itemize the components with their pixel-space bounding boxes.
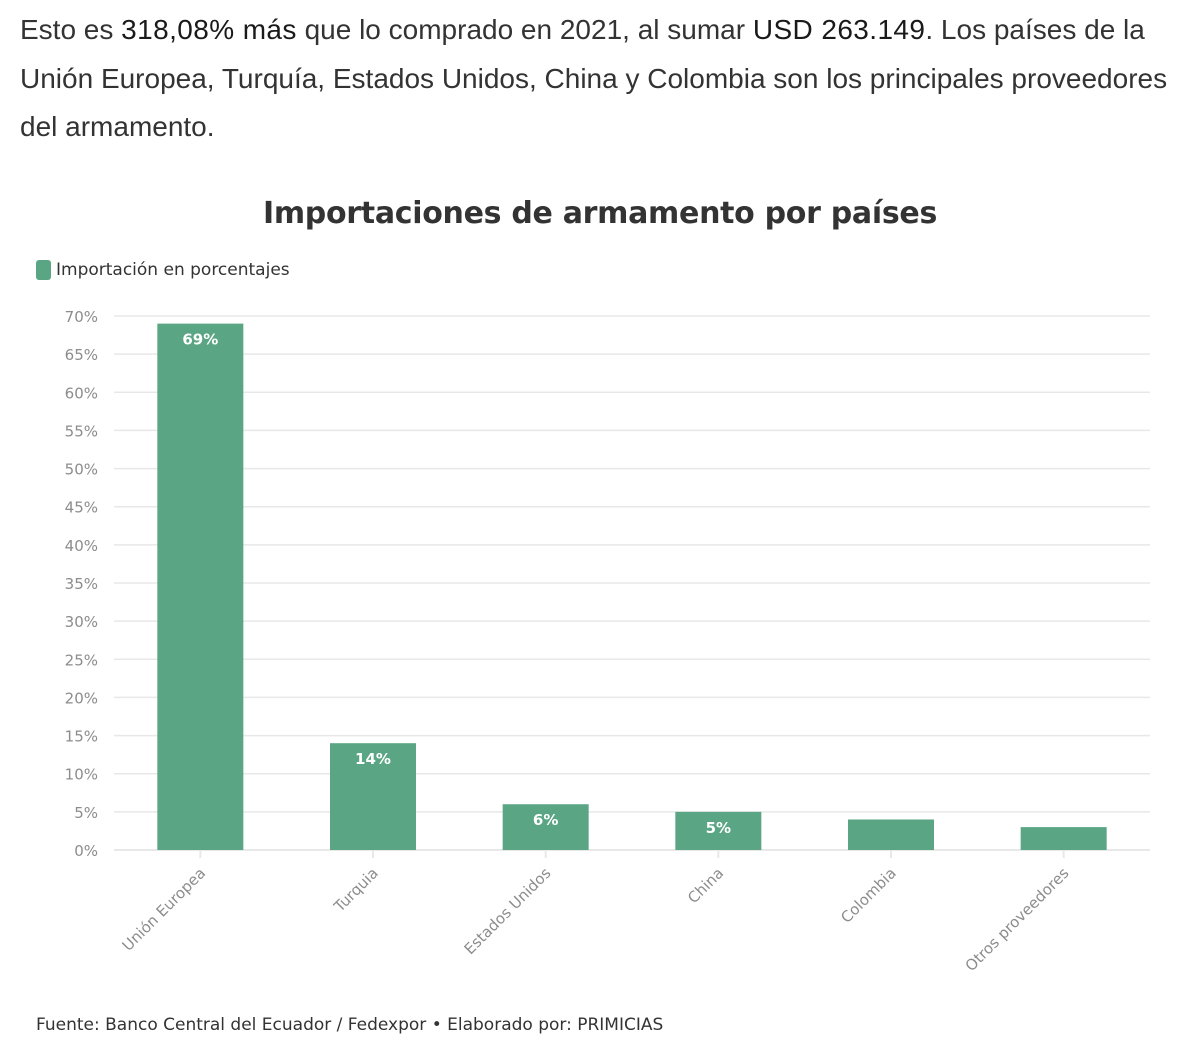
intro-text-middle: que lo comprado en 2021, al sumar [296,14,753,45]
chart-source: Fuente: Banco Central del Ecuador / Fede… [36,1015,664,1035]
y-tick-label: 0% [74,842,98,860]
bar[interactable] [848,819,934,850]
y-axis-ticks: 0% 5% 10% 15% 20% 25% 30% 35% 40% 45% 50% 55% 60% 65%… [65,308,98,860]
intro-text-before: Esto es [20,14,122,45]
bar[interactable] [675,811,762,850]
bar-value-label: 5% [706,819,731,837]
y-tick-label: 40% [65,537,98,555]
y-tick-label: 30% [65,613,98,631]
x-tick-label: China [684,864,727,907]
x-axis-ticks: Unión Europea Turquia Estados Unidos China C… [119,850,1073,975]
y-tick-label: 70% [65,308,98,326]
x-tick-label: Estados Unidos [461,864,555,958]
y-tick-label: 15% [65,728,98,746]
x-tick-label: Unión Europea [119,864,210,955]
bar-value-label: 14% [355,750,391,768]
y-tick-label: 50% [65,461,98,479]
x-tick-label: Turquia [330,864,382,916]
y-tick-label: 5% [74,804,98,822]
y-tick-label: 10% [65,766,98,784]
y-tick-label: 65% [65,346,98,364]
chart-legend[interactable]: Importación en porcentajes [36,260,290,280]
bar-chart: 0% 5% 10% 15% 20% 25% 30% 35% 40% 45% 50% 55% 60% 65%… [65,308,1150,975]
legend-swatch [36,260,51,280]
y-tick-label: 60% [65,384,98,402]
x-tick-label: Otros proveedores [962,864,1073,975]
gridlines [114,315,1150,851]
intro-highlight-percent: 318,08% más [121,14,297,45]
y-tick-label: 45% [65,499,98,517]
article-paragraph: Esto es 318,08% más que lo comprado en 2… [20,6,1185,152]
x-tick-label: Colombia [837,864,900,927]
y-tick-label: 25% [65,651,98,669]
y-tick-label: 20% [65,689,98,707]
bars [157,323,1107,851]
y-tick-label: 35% [65,575,98,593]
bar[interactable] [502,804,589,850]
chart-title: Importaciones de armamento por países [262,196,938,231]
intro-text-after: . Los países de la Unión Europea, Turquí… [20,14,1168,142]
data-labels: 69% 14% 6% 5% [182,331,731,837]
bar-value-label: 69% [182,331,218,349]
legend-label: Importación en porcentajes [56,260,290,280]
bar[interactable] [330,743,416,850]
bar-value-label: 6% [533,811,558,829]
y-tick-label: 55% [65,422,98,440]
bar[interactable] [157,323,244,851]
intro-highlight-amount: USD 263.149 [752,14,926,45]
bar[interactable] [1020,827,1107,850]
